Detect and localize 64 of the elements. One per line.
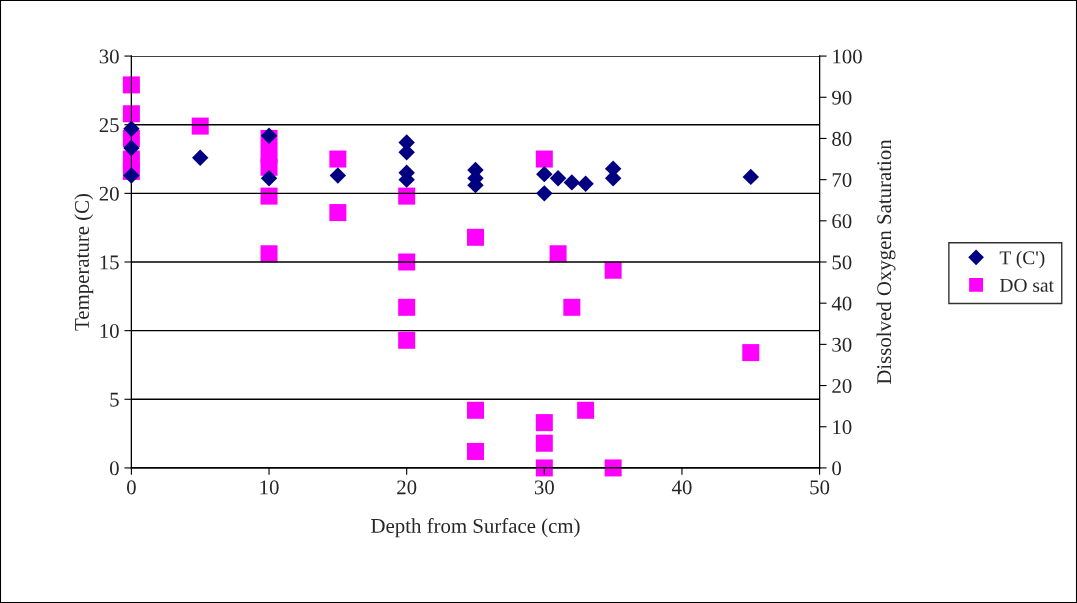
y-tick-label: 15 bbox=[100, 255, 119, 270]
y2-tick-label: 80 bbox=[832, 131, 852, 146]
point bbox=[604, 261, 622, 279]
point bbox=[398, 331, 416, 349]
point bbox=[123, 120, 140, 138]
point bbox=[536, 185, 553, 202]
point bbox=[535, 414, 553, 432]
point bbox=[535, 150, 553, 168]
y-tick-label: 20 bbox=[99, 186, 119, 201]
point bbox=[191, 117, 209, 135]
legend-label: DO sat bbox=[999, 278, 1054, 292]
x-tick-label: 30 bbox=[534, 480, 554, 495]
point bbox=[466, 401, 484, 419]
point bbox=[742, 168, 759, 186]
y2-tick-label: 70 bbox=[832, 173, 852, 188]
y2-tick-label: 40 bbox=[831, 296, 852, 311]
y-tick-label: 5 bbox=[110, 392, 119, 407]
y-tick-label: 30 bbox=[99, 49, 119, 64]
point bbox=[535, 459, 553, 477]
y2-tick-label: 10 bbox=[833, 420, 852, 435]
x-tick-label: 10 bbox=[260, 480, 279, 495]
point bbox=[123, 139, 140, 157]
point bbox=[742, 344, 760, 362]
point bbox=[563, 298, 581, 316]
point bbox=[549, 170, 567, 187]
point bbox=[466, 442, 484, 460]
y2-tick-label: 30 bbox=[832, 337, 852, 352]
point bbox=[577, 175, 594, 192]
point bbox=[549, 245, 567, 263]
x-tick-label: 0 bbox=[126, 480, 136, 495]
point bbox=[577, 401, 595, 419]
point bbox=[329, 167, 347, 184]
point bbox=[192, 149, 209, 166]
y-axis-title: Temperature (C) bbox=[74, 193, 94, 331]
point bbox=[260, 245, 278, 263]
y2-tick-label: 90 bbox=[832, 90, 852, 105]
point bbox=[122, 76, 140, 94]
y2-tick-label: 100 bbox=[833, 49, 862, 64]
point bbox=[398, 298, 416, 316]
point bbox=[398, 187, 416, 205]
point bbox=[563, 174, 581, 191]
point bbox=[329, 150, 347, 168]
point bbox=[398, 253, 416, 271]
legend-label: T (C') bbox=[999, 250, 1045, 269]
point bbox=[260, 170, 278, 187]
y2-tick-label: 60 bbox=[832, 214, 852, 229]
y-tick-label: 10 bbox=[100, 324, 119, 339]
x-tick-label: 40 bbox=[671, 480, 692, 495]
y2-tick-label: 20 bbox=[832, 378, 852, 393]
point bbox=[466, 228, 484, 246]
y2-tick-label: 50 bbox=[832, 255, 852, 270]
y2-axis-title: Dissolved Oxygen Saturation bbox=[876, 139, 896, 385]
x-axis-title: Depth from Surface (cm) bbox=[371, 518, 580, 538]
point bbox=[329, 204, 347, 222]
point bbox=[122, 105, 140, 123]
x-tick-label: 50 bbox=[810, 480, 830, 495]
point bbox=[123, 167, 140, 184]
point bbox=[536, 165, 553, 183]
point bbox=[260, 187, 278, 205]
point bbox=[535, 434, 553, 452]
y-tick-label: 25 bbox=[99, 118, 119, 133]
x-tick-label: 20 bbox=[397, 480, 417, 495]
y-tick-label: 0 bbox=[109, 461, 119, 476]
y2-tick-label: 0 bbox=[832, 461, 842, 476]
